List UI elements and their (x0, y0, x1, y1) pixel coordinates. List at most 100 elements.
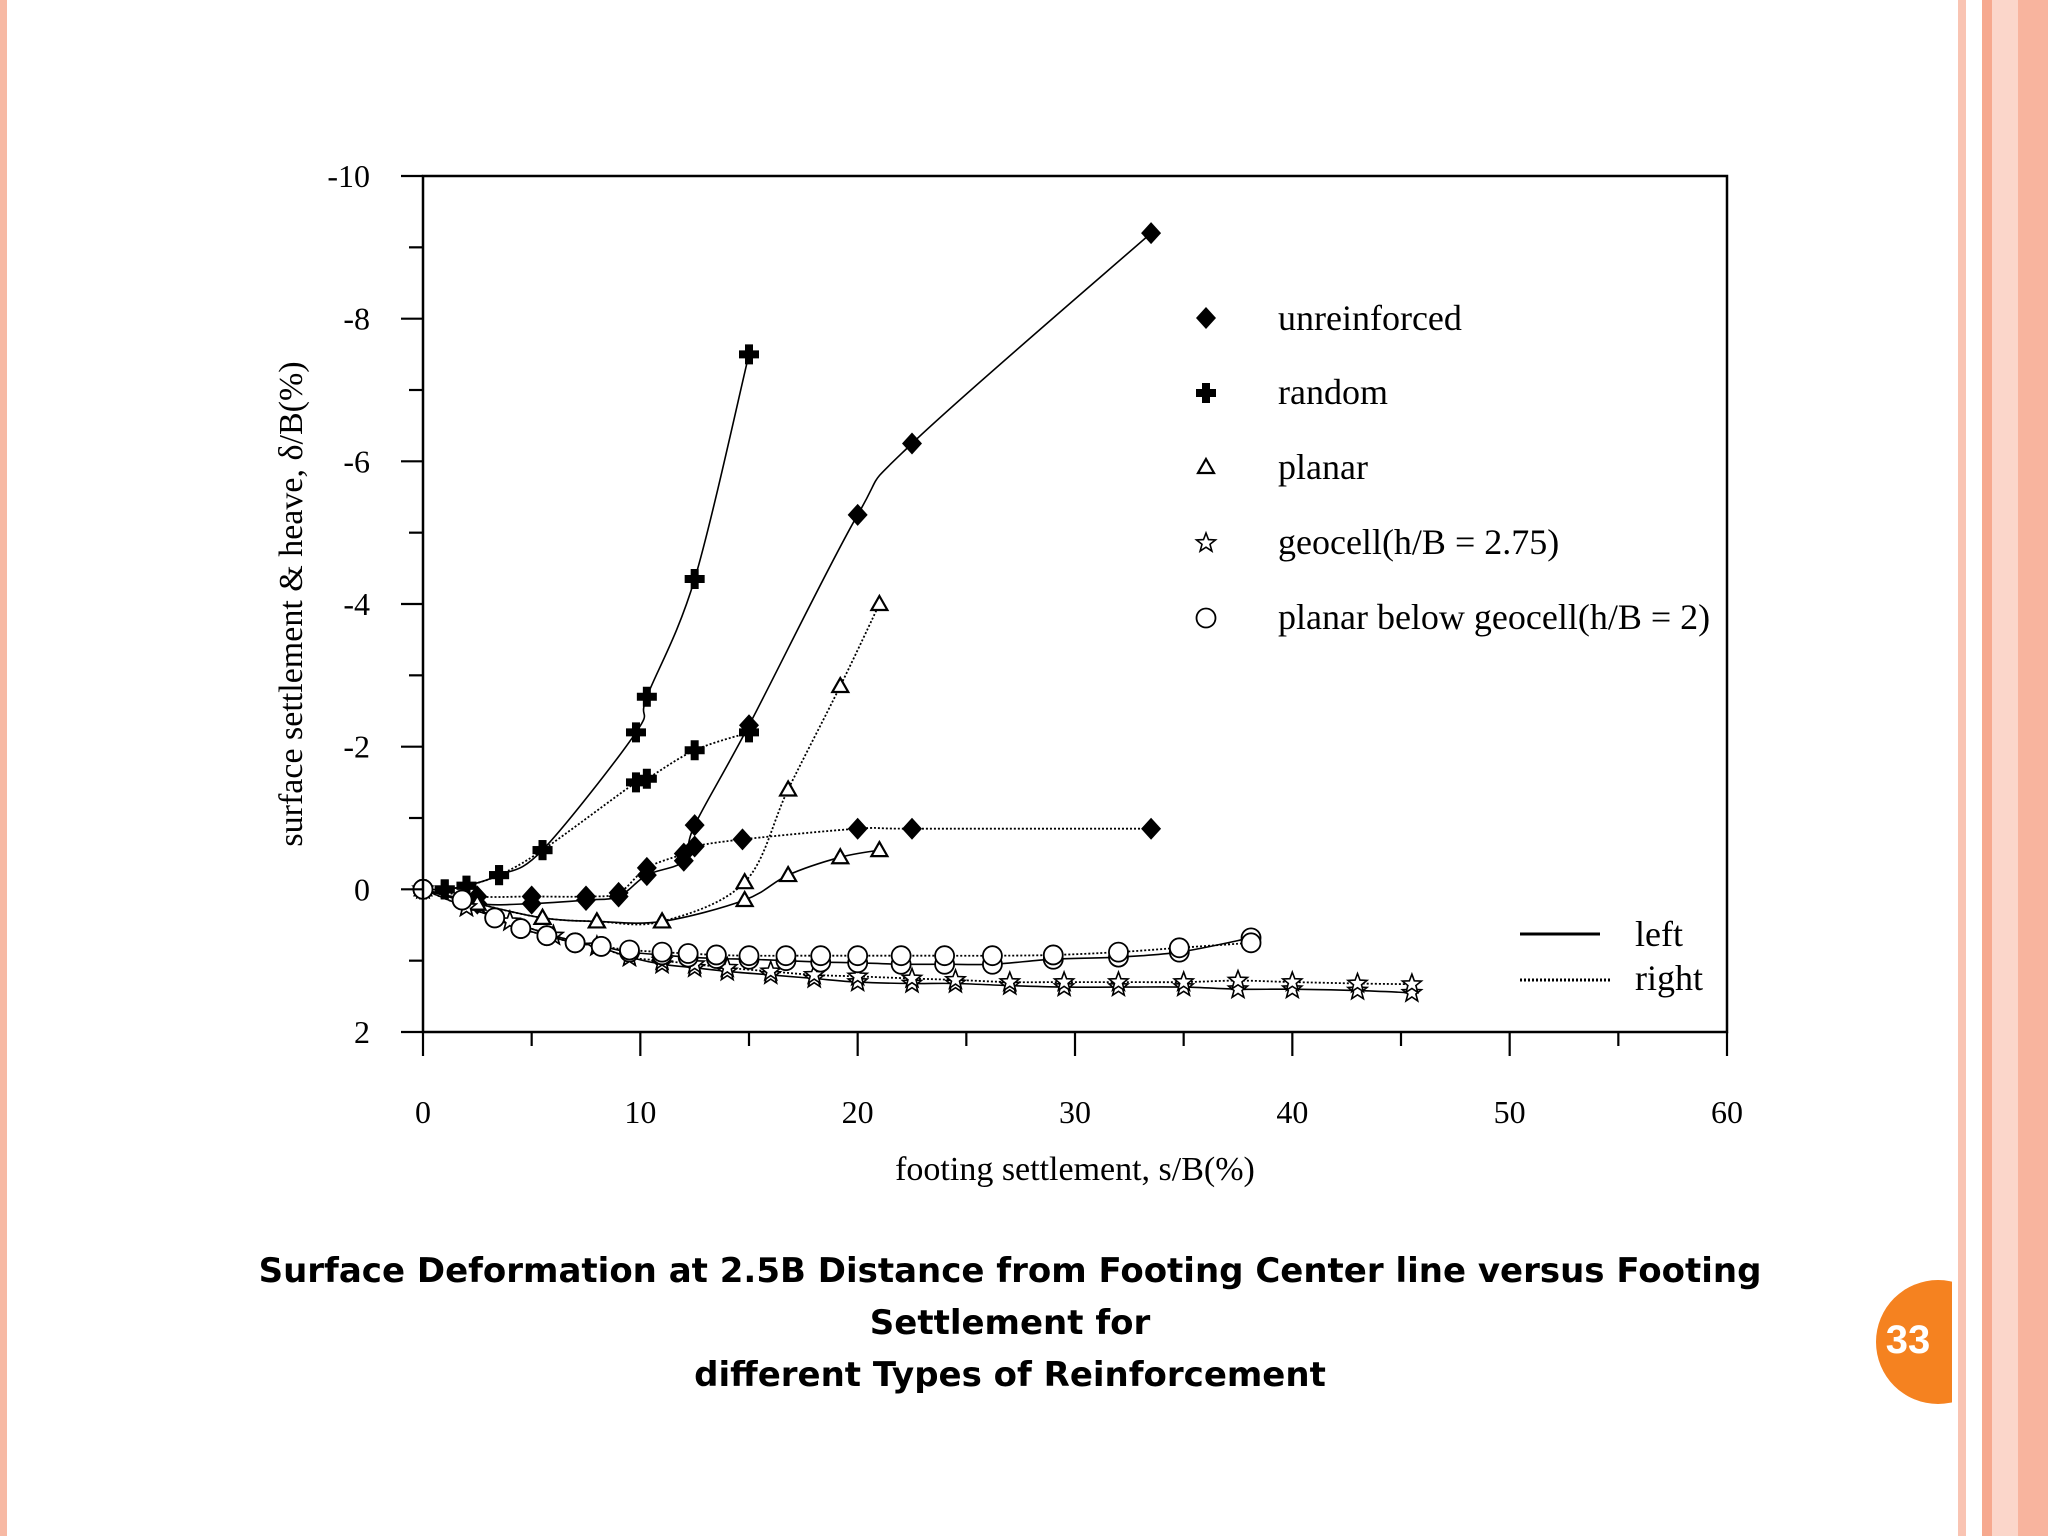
legend-label-geocell: geocell(h/B = 2.75) (1278, 522, 1559, 562)
marker-circle-right-5 (564, 932, 586, 954)
marker-circle-right-20 (1168, 937, 1190, 959)
marker-triangle-right-3 (586, 911, 607, 929)
marker-star-right-13 (943, 967, 968, 990)
marker-circle-right-1 (451, 889, 473, 911)
marker-circle-right-8 (651, 941, 673, 963)
series-line-triangle-right (422, 603, 881, 926)
legend-marker-triangle (1196, 456, 1216, 475)
marker-diamond-right-7 (684, 835, 705, 858)
legend-marker-circle (1195, 607, 1217, 629)
series-line-circle-right (422, 888, 1252, 957)
marker-triangle-right-8 (869, 593, 890, 612)
marker-star-right-11 (846, 964, 870, 987)
marker-cross-left-6 (636, 686, 657, 707)
marker-star-right-16 (1106, 969, 1131, 993)
series-line-star-right (422, 888, 1412, 986)
x-tick-label: 50 (1494, 1094, 1526, 1130)
marker-diamond-right-9 (847, 817, 868, 840)
marker-triangle-left-6 (778, 864, 799, 883)
legend-label-unreinforced: unreinforced (1278, 298, 1462, 338)
marker-star-right-15 (1052, 969, 1076, 993)
marker-cross-right-1 (434, 879, 455, 900)
legend-label-right: right (1635, 958, 1703, 998)
marker-triangle-left-5 (734, 889, 755, 908)
legend-marker-star (1194, 530, 1218, 553)
marker-triangle-right-2 (532, 907, 553, 925)
marker-cross-left-8 (739, 344, 759, 365)
marker-triangle-left-8 (869, 839, 890, 858)
page-number: 33 (1885, 1318, 1931, 1362)
legend-marker-cross (1196, 383, 1216, 403)
x-tick-label: 30 (1059, 1094, 1091, 1130)
x-tick-label: 40 (1276, 1094, 1308, 1130)
marker-legend: unreinforced random planar geocell(h/B =… (1194, 298, 1710, 637)
marker-triangle-right-7 (830, 675, 851, 694)
x-tick-label: 0 (415, 1094, 431, 1130)
legend-marker-diamond (1196, 307, 1216, 329)
deformation-chart: 0 10 20 30 40 50 60 -10 -8 -6 -4 -2 0 2 footing sett… (273, 158, 1743, 1188)
marker-triangle-right-4 (652, 911, 672, 929)
marker-diamond-left-9 (847, 503, 868, 526)
marker-diamond-left-10 (902, 432, 922, 455)
x-tick-label: 60 (1711, 1094, 1743, 1130)
y-tick-label: -8 (343, 301, 370, 337)
slide-border-right (1958, 0, 2048, 1536)
marker-cross-left-7 (684, 569, 705, 590)
marker-circle-right-2 (484, 907, 506, 929)
marker-star-right-18 (1226, 968, 1250, 991)
marker-circle-right-15 (890, 945, 912, 967)
series-markers (411, 222, 1424, 1003)
marker-cross-right-4 (532, 840, 553, 861)
marker-cross-right-7 (684, 740, 705, 761)
y-tick-label: 2 (354, 1014, 370, 1050)
marker-circle-right-21 (1240, 932, 1262, 954)
x-tick-label: 10 (624, 1094, 656, 1130)
marker-star-right-20 (1345, 971, 1370, 994)
series-curves (422, 232, 1412, 994)
marker-star-right-9 (759, 959, 783, 982)
marker-diamond-left-11 (1141, 222, 1162, 245)
marker-star-left-19 (1280, 976, 1304, 1000)
marker-star-left-21 (1400, 980, 1424, 1003)
y-tick-label: -4 (343, 586, 370, 622)
marker-star-right-19 (1280, 969, 1304, 993)
marker-star-right-21 (1400, 971, 1424, 995)
marker-circle-right-13 (810, 945, 832, 967)
marker-star-right-12 (900, 966, 924, 989)
axis-ticks (401, 174, 1729, 1056)
caption-line-1: Surface Deformation at 2.5B Distance fro… (258, 1251, 1762, 1343)
marker-diamond-left-7 (684, 814, 705, 837)
marker-circle-right-9 (677, 943, 699, 964)
marker-cross-right-3 (489, 865, 510, 886)
marker-triangle-right-6 (778, 779, 799, 797)
marker-cross-right-5 (625, 772, 646, 793)
marker-circle-right-19 (1108, 941, 1129, 963)
y-axis-label: surface settlement & heave, δ/B(%) (273, 361, 310, 846)
marker-star-left-20 (1345, 978, 1370, 1001)
x-axis-label: footing settlement, s/B(%) (895, 1151, 1255, 1188)
marker-circle-right-14 (847, 945, 869, 967)
line-style-legend: left right (1520, 914, 1703, 998)
marker-circle-right-7 (619, 939, 640, 961)
marker-circle-right-4 (536, 925, 558, 947)
marker-diamond-right-2 (521, 885, 542, 908)
marker-cross-right-8 (739, 722, 759, 743)
marker-diamond-right-4 (608, 881, 629, 904)
marker-diamond-right-10 (902, 817, 922, 840)
x-tick-label: 20 (842, 1094, 874, 1130)
slide-border-left (0, 0, 7, 1536)
marker-diamond-right-11 (1141, 817, 1162, 840)
series-line-diamond-left (422, 232, 1152, 906)
marker-circle-right-11 (738, 945, 760, 967)
marker-triangle-right-5 (734, 871, 755, 890)
figure-caption: Surface Deformation at 2.5B Distance fro… (150, 1245, 1870, 1401)
marker-circle-right-12 (775, 945, 797, 967)
series-line-cross-right (422, 731, 750, 891)
marker-star-left-18 (1226, 976, 1250, 1000)
marker-circle-right-10 (706, 944, 727, 966)
y-tick-label: -2 (343, 729, 370, 765)
marker-triangle-left-7 (830, 847, 851, 865)
legend-label-planar: planar (1278, 447, 1368, 487)
y-tick-label: 0 (354, 871, 370, 907)
marker-circle-right-3 (510, 918, 532, 939)
